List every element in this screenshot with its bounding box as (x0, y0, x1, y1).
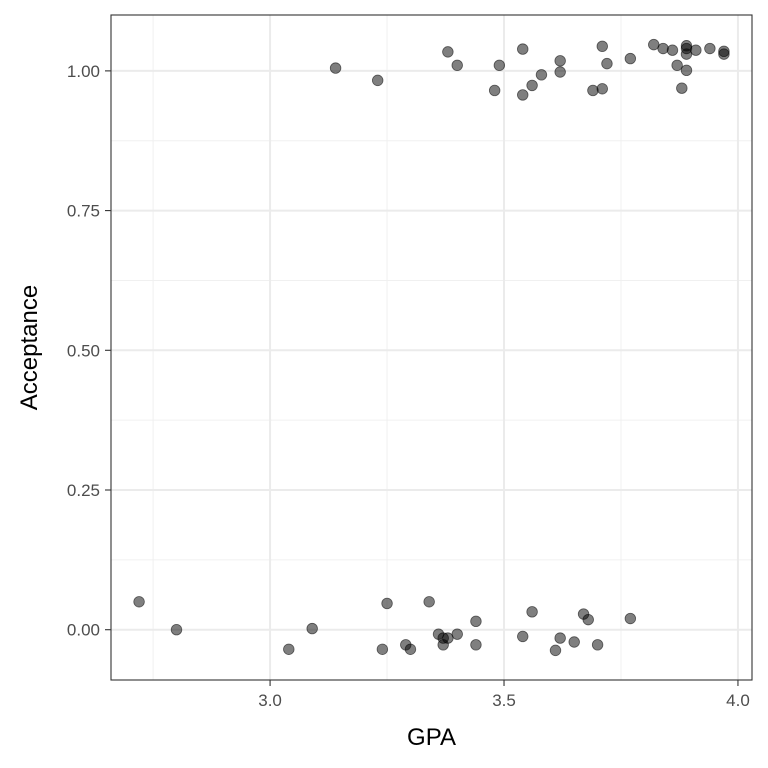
major-gridlines (111, 15, 752, 680)
data-point (423, 596, 435, 608)
data-point (596, 40, 608, 52)
data-point (329, 62, 342, 74)
x-axis-title: GPA (407, 724, 456, 751)
data-point (624, 52, 637, 65)
data-point (704, 42, 716, 55)
x-tick-label: 3.0 (258, 691, 282, 710)
data-point (596, 83, 608, 95)
data-point (657, 42, 669, 55)
data-point (587, 84, 599, 97)
y-tick-label: 0.25 (67, 481, 100, 500)
data-point (554, 632, 566, 644)
data-point (624, 612, 637, 625)
data-point (517, 630, 529, 643)
data-point (549, 644, 562, 657)
data-point (371, 74, 384, 87)
data-point (451, 628, 463, 640)
data-points (133, 38, 730, 657)
data-point (170, 624, 183, 636)
data-point (442, 46, 454, 58)
data-point (470, 615, 482, 628)
data-point (470, 639, 482, 651)
minor-gridlines (111, 15, 752, 680)
data-point (306, 622, 318, 635)
data-point (666, 44, 679, 56)
data-point (718, 48, 730, 60)
data-point (488, 84, 501, 97)
data-point (283, 643, 295, 655)
y-tick-label: 0.00 (67, 621, 100, 640)
panel-border (110, 14, 753, 681)
data-point (680, 64, 693, 77)
data-point (568, 636, 580, 648)
x-axis: 3.0 3.5 4.0 (258, 680, 750, 710)
data-point (517, 89, 529, 101)
data-point (517, 43, 529, 55)
data-point (554, 66, 566, 78)
y-axis: 0.00 0.25 0.50 0.75 1.00 (67, 62, 111, 640)
y-axis-title: Acceptance (16, 285, 43, 410)
x-tick-label: 3.5 (492, 691, 516, 710)
data-point (591, 639, 604, 651)
data-point (451, 59, 463, 71)
data-point (554, 55, 566, 67)
data-point (526, 606, 538, 618)
data-point (535, 69, 548, 81)
data-point (671, 59, 683, 71)
y-tick-label: 0.75 (67, 202, 100, 221)
y-tick-label: 1.00 (67, 62, 100, 81)
x-tick-label: 4.0 (726, 691, 750, 710)
data-point (404, 643, 417, 655)
y-tick-label: 0.50 (67, 341, 100, 360)
data-point (493, 59, 506, 71)
data-point (526, 79, 538, 92)
data-point (690, 44, 702, 56)
data-point (676, 82, 688, 94)
data-point (376, 643, 389, 655)
data-point (381, 597, 393, 610)
data-point (582, 613, 594, 626)
data-point (601, 57, 613, 70)
data-point (133, 596, 145, 608)
